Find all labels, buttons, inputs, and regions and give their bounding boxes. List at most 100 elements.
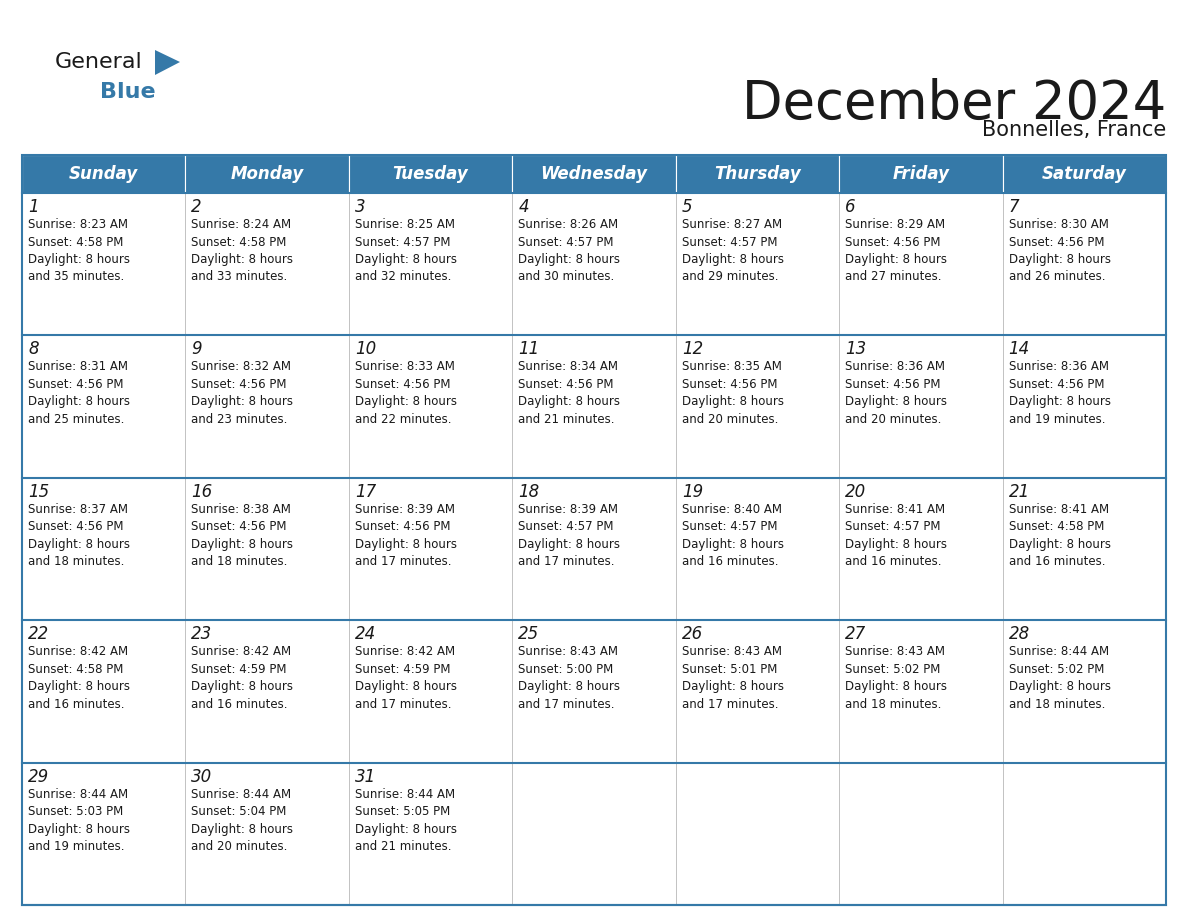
Text: 26: 26 bbox=[682, 625, 703, 644]
Text: Sunrise: 8:41 AM
Sunset: 4:57 PM
Daylight: 8 hours
and 16 minutes.: Sunrise: 8:41 AM Sunset: 4:57 PM Dayligh… bbox=[845, 503, 947, 568]
Bar bbox=[23, 621, 185, 763]
Text: Sunrise: 8:44 AM
Sunset: 5:03 PM
Daylight: 8 hours
and 19 minutes.: Sunrise: 8:44 AM Sunset: 5:03 PM Dayligh… bbox=[29, 788, 129, 853]
Text: Sunrise: 8:33 AM
Sunset: 4:56 PM
Daylight: 8 hours
and 22 minutes.: Sunrise: 8:33 AM Sunset: 4:56 PM Dayligh… bbox=[355, 361, 457, 426]
Bar bbox=[1003, 763, 1165, 905]
Text: Friday: Friday bbox=[892, 165, 949, 183]
Text: 14: 14 bbox=[1009, 341, 1030, 358]
Text: General: General bbox=[55, 52, 143, 72]
Text: 5: 5 bbox=[682, 198, 693, 216]
Text: Sunrise: 8:40 AM
Sunset: 4:57 PM
Daylight: 8 hours
and 16 minutes.: Sunrise: 8:40 AM Sunset: 4:57 PM Dayligh… bbox=[682, 503, 784, 568]
Text: Sunrise: 8:42 AM
Sunset: 4:59 PM
Daylight: 8 hours
and 17 minutes.: Sunrise: 8:42 AM Sunset: 4:59 PM Dayligh… bbox=[355, 645, 457, 711]
Text: Sunrise: 8:44 AM
Sunset: 5:04 PM
Daylight: 8 hours
and 20 minutes.: Sunrise: 8:44 AM Sunset: 5:04 PM Dayligh… bbox=[191, 788, 293, 853]
Text: Sunrise: 8:38 AM
Sunset: 4:56 PM
Daylight: 8 hours
and 18 minutes.: Sunrise: 8:38 AM Sunset: 4:56 PM Dayligh… bbox=[191, 503, 293, 568]
Text: 18: 18 bbox=[518, 483, 539, 501]
Bar bbox=[185, 763, 349, 905]
Text: 16: 16 bbox=[191, 483, 213, 501]
Polygon shape bbox=[154, 50, 181, 75]
Text: Sunrise: 8:31 AM
Sunset: 4:56 PM
Daylight: 8 hours
and 25 minutes.: Sunrise: 8:31 AM Sunset: 4:56 PM Dayligh… bbox=[29, 361, 129, 426]
Text: 2: 2 bbox=[191, 198, 202, 216]
Bar bbox=[1003, 193, 1165, 335]
Text: Sunday: Sunday bbox=[69, 165, 138, 183]
Bar bbox=[676, 335, 839, 477]
Bar bbox=[349, 621, 512, 763]
Text: 24: 24 bbox=[355, 625, 377, 644]
Bar bbox=[185, 621, 349, 763]
Text: 6: 6 bbox=[845, 198, 855, 216]
Bar bbox=[676, 763, 839, 905]
Bar bbox=[23, 155, 1165, 905]
Text: Sunrise: 8:24 AM
Sunset: 4:58 PM
Daylight: 8 hours
and 33 minutes.: Sunrise: 8:24 AM Sunset: 4:58 PM Dayligh… bbox=[191, 218, 293, 284]
Text: Sunrise: 8:44 AM
Sunset: 5:05 PM
Daylight: 8 hours
and 21 minutes.: Sunrise: 8:44 AM Sunset: 5:05 PM Dayligh… bbox=[355, 788, 457, 853]
Bar bbox=[185, 477, 349, 621]
Text: Tuesday: Tuesday bbox=[393, 165, 468, 183]
Bar bbox=[839, 763, 1003, 905]
Text: Sunrise: 8:25 AM
Sunset: 4:57 PM
Daylight: 8 hours
and 32 minutes.: Sunrise: 8:25 AM Sunset: 4:57 PM Dayligh… bbox=[355, 218, 457, 284]
Text: 29: 29 bbox=[29, 767, 49, 786]
Bar bbox=[349, 763, 512, 905]
Text: Sunrise: 8:35 AM
Sunset: 4:56 PM
Daylight: 8 hours
and 20 minutes.: Sunrise: 8:35 AM Sunset: 4:56 PM Dayligh… bbox=[682, 361, 784, 426]
Text: Wednesday: Wednesday bbox=[541, 165, 647, 183]
Bar bbox=[349, 193, 512, 335]
Bar bbox=[676, 477, 839, 621]
Bar bbox=[349, 155, 512, 193]
Text: Sunrise: 8:39 AM
Sunset: 4:56 PM
Daylight: 8 hours
and 17 minutes.: Sunrise: 8:39 AM Sunset: 4:56 PM Dayligh… bbox=[355, 503, 457, 568]
Text: Sunrise: 8:27 AM
Sunset: 4:57 PM
Daylight: 8 hours
and 29 minutes.: Sunrise: 8:27 AM Sunset: 4:57 PM Dayligh… bbox=[682, 218, 784, 284]
Text: Sunrise: 8:34 AM
Sunset: 4:56 PM
Daylight: 8 hours
and 21 minutes.: Sunrise: 8:34 AM Sunset: 4:56 PM Dayligh… bbox=[518, 361, 620, 426]
Text: Sunrise: 8:36 AM
Sunset: 4:56 PM
Daylight: 8 hours
and 19 minutes.: Sunrise: 8:36 AM Sunset: 4:56 PM Dayligh… bbox=[1009, 361, 1111, 426]
Bar bbox=[185, 193, 349, 335]
Bar bbox=[23, 155, 185, 193]
Text: 4: 4 bbox=[518, 198, 529, 216]
Text: Sunrise: 8:43 AM
Sunset: 5:02 PM
Daylight: 8 hours
and 18 minutes.: Sunrise: 8:43 AM Sunset: 5:02 PM Dayligh… bbox=[845, 645, 947, 711]
Text: 12: 12 bbox=[682, 341, 703, 358]
Text: 30: 30 bbox=[191, 767, 213, 786]
Text: 8: 8 bbox=[29, 341, 39, 358]
Text: 1: 1 bbox=[29, 198, 39, 216]
Bar bbox=[839, 193, 1003, 335]
Text: 17: 17 bbox=[355, 483, 377, 501]
Text: December 2024: December 2024 bbox=[741, 78, 1165, 130]
Bar bbox=[185, 335, 349, 477]
Text: 22: 22 bbox=[29, 625, 49, 644]
Bar bbox=[512, 155, 676, 193]
Bar bbox=[23, 477, 185, 621]
Text: Sunrise: 8:32 AM
Sunset: 4:56 PM
Daylight: 8 hours
and 23 minutes.: Sunrise: 8:32 AM Sunset: 4:56 PM Dayligh… bbox=[191, 361, 293, 426]
Text: 9: 9 bbox=[191, 341, 202, 358]
Text: 23: 23 bbox=[191, 625, 213, 644]
Bar bbox=[839, 477, 1003, 621]
Bar bbox=[23, 193, 185, 335]
Bar bbox=[512, 477, 676, 621]
Bar bbox=[676, 193, 839, 335]
Bar bbox=[512, 193, 676, 335]
Text: 31: 31 bbox=[355, 767, 377, 786]
Bar bbox=[23, 763, 185, 905]
Text: 7: 7 bbox=[1009, 198, 1019, 216]
Text: Sunrise: 8:29 AM
Sunset: 4:56 PM
Daylight: 8 hours
and 27 minutes.: Sunrise: 8:29 AM Sunset: 4:56 PM Dayligh… bbox=[845, 218, 947, 284]
Text: Sunrise: 8:42 AM
Sunset: 4:58 PM
Daylight: 8 hours
and 16 minutes.: Sunrise: 8:42 AM Sunset: 4:58 PM Dayligh… bbox=[29, 645, 129, 711]
Bar bbox=[349, 477, 512, 621]
Text: Sunrise: 8:42 AM
Sunset: 4:59 PM
Daylight: 8 hours
and 16 minutes.: Sunrise: 8:42 AM Sunset: 4:59 PM Dayligh… bbox=[191, 645, 293, 711]
Text: Sunrise: 8:43 AM
Sunset: 5:00 PM
Daylight: 8 hours
and 17 minutes.: Sunrise: 8:43 AM Sunset: 5:00 PM Dayligh… bbox=[518, 645, 620, 711]
Text: Sunrise: 8:36 AM
Sunset: 4:56 PM
Daylight: 8 hours
and 20 minutes.: Sunrise: 8:36 AM Sunset: 4:56 PM Dayligh… bbox=[845, 361, 947, 426]
Text: Sunrise: 8:26 AM
Sunset: 4:57 PM
Daylight: 8 hours
and 30 minutes.: Sunrise: 8:26 AM Sunset: 4:57 PM Dayligh… bbox=[518, 218, 620, 284]
Text: 13: 13 bbox=[845, 341, 866, 358]
Text: 27: 27 bbox=[845, 625, 866, 644]
Text: 28: 28 bbox=[1009, 625, 1030, 644]
Bar bbox=[512, 621, 676, 763]
Text: 19: 19 bbox=[682, 483, 703, 501]
Text: 25: 25 bbox=[518, 625, 539, 644]
Bar bbox=[1003, 621, 1165, 763]
Bar bbox=[676, 155, 839, 193]
Text: Sunrise: 8:37 AM
Sunset: 4:56 PM
Daylight: 8 hours
and 18 minutes.: Sunrise: 8:37 AM Sunset: 4:56 PM Dayligh… bbox=[29, 503, 129, 568]
Text: Sunrise: 8:23 AM
Sunset: 4:58 PM
Daylight: 8 hours
and 35 minutes.: Sunrise: 8:23 AM Sunset: 4:58 PM Dayligh… bbox=[29, 218, 129, 284]
Bar bbox=[839, 335, 1003, 477]
Text: 21: 21 bbox=[1009, 483, 1030, 501]
Text: Sunrise: 8:43 AM
Sunset: 5:01 PM
Daylight: 8 hours
and 17 minutes.: Sunrise: 8:43 AM Sunset: 5:01 PM Dayligh… bbox=[682, 645, 784, 711]
Bar bbox=[1003, 335, 1165, 477]
Text: Sunrise: 8:44 AM
Sunset: 5:02 PM
Daylight: 8 hours
and 18 minutes.: Sunrise: 8:44 AM Sunset: 5:02 PM Dayligh… bbox=[1009, 645, 1111, 711]
Text: 15: 15 bbox=[29, 483, 49, 501]
Text: Thursday: Thursday bbox=[714, 165, 801, 183]
Text: 11: 11 bbox=[518, 341, 539, 358]
Text: Sunrise: 8:30 AM
Sunset: 4:56 PM
Daylight: 8 hours
and 26 minutes.: Sunrise: 8:30 AM Sunset: 4:56 PM Dayligh… bbox=[1009, 218, 1111, 284]
Bar bbox=[839, 621, 1003, 763]
Bar bbox=[1003, 155, 1165, 193]
